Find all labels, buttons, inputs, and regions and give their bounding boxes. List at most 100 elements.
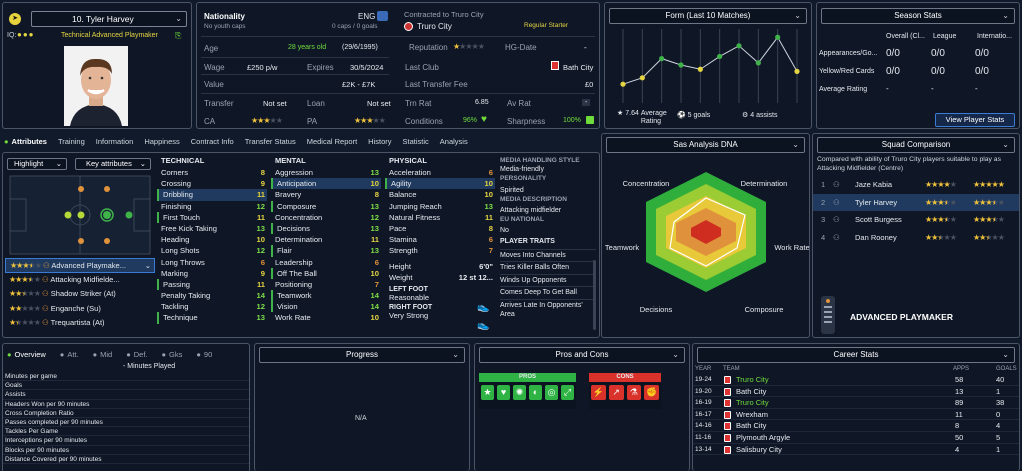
attribute-row[interactable]: Aggression 13 xyxy=(271,167,381,178)
attribute-row[interactable]: Positioning 7 xyxy=(271,279,381,290)
attribute-row[interactable]: Tackling 12 xyxy=(157,301,267,312)
dna-header[interactable]: Sas Analysis DNA ⌄ xyxy=(606,137,805,153)
attribute-row[interactable]: Finishing 12 xyxy=(157,201,267,212)
tab-information[interactable]: Information xyxy=(95,137,134,146)
attribute-row[interactable]: Passing 11 xyxy=(157,278,267,291)
squad-row[interactable]: 4 ⚇ Dan Rooney ★★★★★ ★★★★★ xyxy=(813,229,1019,247)
attribute-row[interactable]: Off The Ball 10 xyxy=(271,267,381,279)
form-point[interactable] xyxy=(620,81,626,87)
attribute-row[interactable]: Natural Fitness 11 xyxy=(385,212,495,223)
overview-tab-def[interactable]: Def. xyxy=(133,350,148,359)
form-point[interactable] xyxy=(697,66,703,72)
attribute-row[interactable]: Bravery 8 xyxy=(271,189,381,200)
career-row[interactable]: 11-16 Plymouth Argyle 50 5 xyxy=(693,432,1019,444)
view-player-stats-button[interactable]: View Player Stats xyxy=(935,113,1015,127)
role-item[interactable]: ★★★★★ ⚇ Trequartista (At) xyxy=(5,316,155,331)
player-trait[interactable]: Winds Up Opponents xyxy=(500,273,596,287)
traits-scrollbar[interactable] xyxy=(593,260,596,330)
overview-tab-att[interactable]: Att. xyxy=(67,350,79,359)
squad-row[interactable]: 2 ⚇ Tyler Harvey ★★★★★ ★★★★★ xyxy=(813,193,1019,211)
attribute-row[interactable]: Teamwork 14 xyxy=(271,290,381,302)
attribute-row[interactable]: Concentration 12 xyxy=(271,212,381,223)
attribute-row[interactable]: Free Kick Taking 13 xyxy=(157,223,267,234)
tab-transfer-status[interactable]: Transfer Status xyxy=(244,137,296,146)
attribute-row[interactable]: Corners 8 xyxy=(157,167,267,178)
role-item[interactable]: ★★★★★ ⚇ Shadow Striker (At) xyxy=(5,287,155,302)
attribute-row[interactable]: Anticipation 10 xyxy=(271,178,381,190)
career-header[interactable]: Career Stats ⌄ xyxy=(697,347,1015,363)
form-point[interactable] xyxy=(659,56,665,62)
squad-header[interactable]: Squad Comparison ⌄ xyxy=(817,137,1015,153)
attribute-row[interactable]: Penalty Taking 14 xyxy=(157,290,267,301)
attribute-row[interactable]: Composure 13 xyxy=(271,200,381,212)
form-point[interactable] xyxy=(775,34,781,40)
role-item[interactable]: ★★★★★ ⚇ Enganche (Su) xyxy=(5,302,155,317)
squad-row[interactable]: 3 ⚇ Scott Burgess ★★★★★ ★★★★★ xyxy=(813,211,1019,229)
tab-medical-report[interactable]: Medical Report xyxy=(306,137,358,146)
form-header[interactable]: Form (Last 10 Matches) ⌄ xyxy=(609,8,807,24)
attribute-row[interactable]: Leadership 6 xyxy=(271,257,381,268)
attribute-row[interactable]: First Touch 11 xyxy=(157,211,267,223)
tab-attributes[interactable]: Attributes xyxy=(11,137,47,146)
pros-cons-header[interactable]: Pros and Cons ⌄ xyxy=(479,347,685,363)
overview-tab-overview[interactable]: Overview xyxy=(14,350,46,359)
role-name: Shadow Striker (At) xyxy=(50,289,116,298)
form-point[interactable] xyxy=(736,43,742,49)
attribute-row[interactable]: Strength 7 xyxy=(385,245,495,256)
player-trait[interactable]: Moves Into Channels xyxy=(500,248,596,262)
form-point[interactable] xyxy=(794,68,800,74)
attribute-row[interactable]: Determination 11 xyxy=(271,234,381,245)
career-row[interactable]: 16-17 Wrexham 11 0 xyxy=(693,409,1019,421)
attribute-row[interactable]: Vision 14 xyxy=(271,301,381,313)
career-row[interactable]: 16-19 Truro City 89 38 xyxy=(693,397,1019,409)
attribute-row[interactable]: Balance 10 xyxy=(385,189,495,200)
overview-tab-gks[interactable]: Gks xyxy=(169,350,183,359)
career-row[interactable]: 13-14 Salisbury City 4 1 xyxy=(693,444,1019,456)
career-row[interactable]: 14-16 Bath City 8 4 xyxy=(693,420,1019,432)
attribute-row[interactable]: Long Shots 12 xyxy=(157,245,267,256)
player-trait[interactable]: Comes Deep To Get Ball xyxy=(500,286,596,299)
tab-analysis[interactable]: Analysis xyxy=(439,137,468,146)
attribute-row[interactable]: Agility 10 xyxy=(385,178,495,190)
attribute-row[interactable]: Pace 8 xyxy=(385,223,495,234)
progress-header[interactable]: Progress ⌄ xyxy=(259,347,465,363)
attribute-row[interactable]: Long Throws 6 xyxy=(157,257,267,268)
tab-training[interactable]: Training xyxy=(57,137,85,146)
tab-contract-info[interactable]: Contract Info xyxy=(190,137,234,146)
attribute-row[interactable]: Jumping Reach 13 xyxy=(385,201,495,212)
squad-row[interactable]: 1 ⚇ Jaze Kabia ★★★★★ ★★★★★ xyxy=(813,176,1019,194)
club-name[interactable]: Truro City xyxy=(417,22,452,31)
attribute-row[interactable]: Decisions 13 xyxy=(271,222,381,235)
copy-icon[interactable]: ⎘ xyxy=(175,31,182,40)
attribute-row[interactable]: Crossing 9 xyxy=(157,178,267,189)
player-name-selector[interactable]: 10. Tyler Harvey ⌄ xyxy=(31,11,187,27)
attribute-row[interactable]: Heading 10 xyxy=(157,234,267,245)
role-item[interactable]: ★★★★★ ⚇ Attacking Midfielde... xyxy=(5,273,155,288)
form-point[interactable] xyxy=(678,62,684,68)
attribute-row[interactable]: Stamina 6 xyxy=(385,234,495,245)
form-point[interactable] xyxy=(639,75,645,81)
player-trait[interactable]: Tries Killer Balls Often xyxy=(500,261,596,274)
season-header[interactable]: Season Stats ⌄ xyxy=(821,8,1015,24)
tab-history[interactable]: History xyxy=(368,137,392,146)
career-row[interactable]: 19-20 Bath City 13 1 xyxy=(693,386,1019,398)
attribute-name: Determination xyxy=(275,235,323,245)
form-point[interactable] xyxy=(755,60,761,66)
attribute-row[interactable]: Dribbling 11 xyxy=(157,189,267,201)
key-attributes-dropdown[interactable]: Key attributes ⌄ xyxy=(75,158,151,170)
role-item[interactable]: ★★★★★ ⚇ Advanced Playmake... ⌄ xyxy=(5,258,155,273)
player-trait[interactable]: Arrives Late In Opponents' Area xyxy=(500,298,596,321)
overview-tab-90[interactable]: 90 xyxy=(203,350,213,359)
overview-tab-mid[interactable]: Mid xyxy=(100,350,113,359)
last-club-value[interactable]: Bath City xyxy=(563,63,594,72)
highlight-dropdown[interactable]: Highlight ⌄ xyxy=(7,158,67,170)
attribute-row[interactable]: Marking 9 xyxy=(157,268,267,279)
attribute-row[interactable]: Technique 13 xyxy=(157,312,267,324)
career-row[interactable]: 19-24 Truro City 58 40 xyxy=(693,374,1019,386)
attribute-row[interactable]: Work Rate 10 xyxy=(271,312,381,323)
attribute-row[interactable]: Acceleration 6 xyxy=(385,167,495,178)
form-point[interactable] xyxy=(717,53,723,60)
attribute-row[interactable]: Flair 13 xyxy=(271,245,381,257)
tab-statistic[interactable]: Statistic xyxy=(402,137,429,146)
tab-happiness[interactable]: Happiness xyxy=(144,137,180,146)
